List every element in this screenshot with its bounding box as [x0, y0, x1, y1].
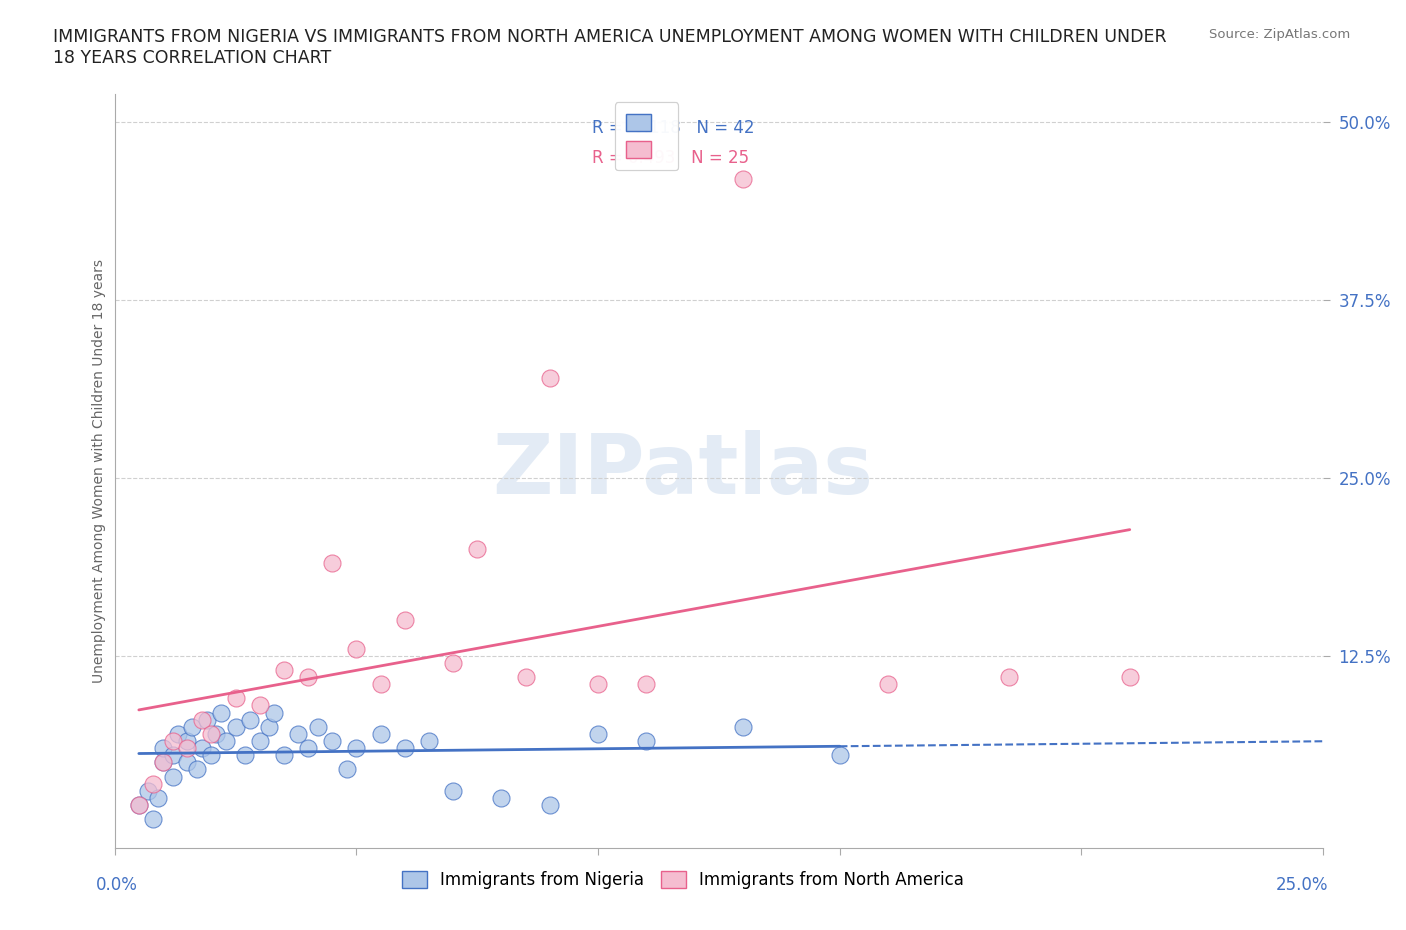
- Point: [828, 748, 851, 763]
- Point: [128, 798, 150, 813]
- Point: [152, 755, 174, 770]
- Point: [731, 719, 754, 734]
- Point: [233, 748, 256, 763]
- Point: [336, 762, 359, 777]
- Point: [273, 748, 295, 763]
- Text: R = 0.493   N = 25: R = 0.493 N = 25: [592, 149, 749, 167]
- Point: [146, 790, 169, 805]
- Point: [190, 712, 212, 727]
- Text: 0.0%: 0.0%: [96, 876, 138, 895]
- Point: [344, 740, 367, 755]
- Point: [128, 798, 150, 813]
- Point: [370, 677, 392, 692]
- Text: ZIPatlas: ZIPatlas: [492, 431, 873, 512]
- Legend:  ,  : ,: [614, 102, 678, 170]
- Point: [162, 748, 184, 763]
- Point: [176, 734, 198, 749]
- Point: [273, 662, 295, 677]
- Text: 25.0%: 25.0%: [1277, 876, 1329, 895]
- Point: [152, 740, 174, 755]
- Point: [344, 641, 367, 656]
- Point: [195, 712, 218, 727]
- Text: R =  0.118   N = 42: R = 0.118 N = 42: [592, 119, 755, 137]
- Point: [190, 740, 212, 755]
- Point: [636, 734, 658, 749]
- Point: [321, 734, 343, 749]
- Point: [998, 670, 1021, 684]
- Point: [200, 748, 222, 763]
- Point: [297, 670, 319, 684]
- Point: [176, 755, 198, 770]
- Point: [586, 726, 609, 741]
- Point: [259, 719, 281, 734]
- Point: [491, 790, 513, 805]
- Point: [538, 798, 561, 813]
- Point: [249, 734, 271, 749]
- Point: [877, 677, 900, 692]
- Point: [162, 734, 184, 749]
- Point: [394, 613, 416, 628]
- Point: [186, 762, 208, 777]
- Point: [225, 691, 247, 706]
- Point: [418, 734, 440, 749]
- Point: [465, 541, 488, 556]
- Point: [215, 734, 238, 749]
- Point: [162, 769, 184, 784]
- Point: [731, 172, 754, 187]
- Point: [515, 670, 537, 684]
- Point: [538, 371, 561, 386]
- Point: [239, 712, 262, 727]
- Point: [263, 705, 285, 720]
- Point: [370, 726, 392, 741]
- Point: [166, 726, 188, 741]
- Point: [394, 740, 416, 755]
- Point: [297, 740, 319, 755]
- Point: [176, 740, 198, 755]
- Point: [225, 719, 247, 734]
- Point: [586, 677, 609, 692]
- Point: [181, 719, 204, 734]
- Point: [152, 755, 174, 770]
- Point: [441, 656, 464, 671]
- Text: Source: ZipAtlas.com: Source: ZipAtlas.com: [1209, 28, 1350, 41]
- Point: [441, 783, 464, 798]
- Point: [287, 726, 309, 741]
- Point: [636, 677, 658, 692]
- Point: [138, 783, 160, 798]
- Y-axis label: Unemployment Among Women with Children Under 18 years: Unemployment Among Women with Children U…: [93, 259, 107, 683]
- Point: [307, 719, 329, 734]
- Point: [209, 705, 232, 720]
- Point: [249, 698, 271, 713]
- Point: [142, 777, 165, 791]
- Point: [321, 556, 343, 571]
- Point: [200, 726, 222, 741]
- Point: [205, 726, 228, 741]
- Point: [142, 812, 165, 827]
- Point: [1119, 670, 1142, 684]
- Text: IMMIGRANTS FROM NIGERIA VS IMMIGRANTS FROM NORTH AMERICA UNEMPLOYMENT AMONG WOME: IMMIGRANTS FROM NIGERIA VS IMMIGRANTS FR…: [53, 28, 1167, 67]
